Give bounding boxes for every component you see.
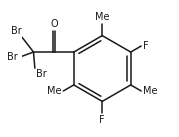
Text: Br: Br [11, 26, 21, 36]
Text: Me: Me [95, 12, 110, 22]
Text: F: F [143, 41, 148, 51]
Text: Br: Br [7, 52, 18, 62]
Text: F: F [100, 115, 105, 125]
Text: Br: Br [36, 69, 47, 79]
Text: Me: Me [47, 86, 62, 96]
Text: O: O [50, 19, 58, 29]
Text: Me: Me [143, 86, 157, 96]
